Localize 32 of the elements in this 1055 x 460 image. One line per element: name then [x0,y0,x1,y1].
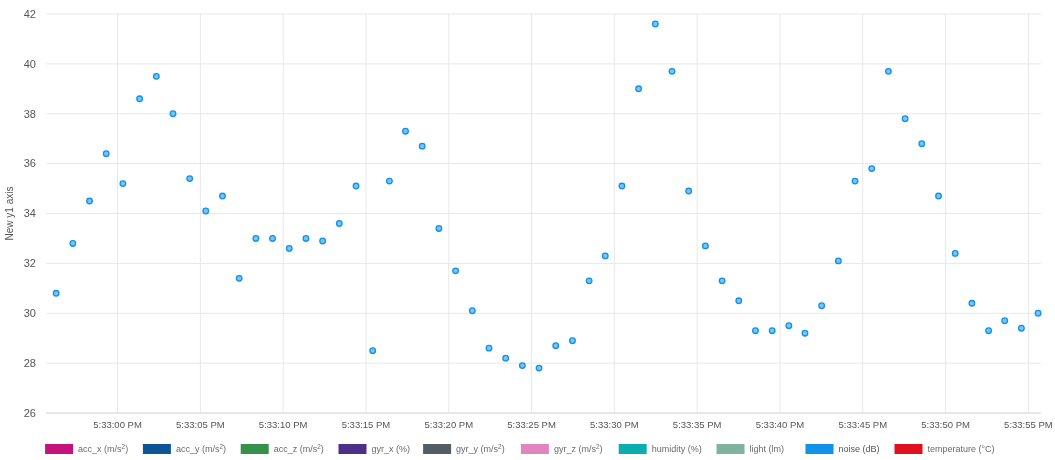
x-tick-label: 5:33:05 PM [176,419,225,430]
y-axis-title: New y1 axis [4,186,15,241]
legend-label: acc_x (m/s$^{2}$) [78,442,129,455]
legend-label: humidity (%) [651,444,702,455]
x-tick-label: 5:33:50 PM [921,419,970,430]
y-tick-label: 32 [23,257,36,270]
y-tick-label: 38 [23,107,36,120]
legend-label: gyr_y (m/s$^{2}$) [456,442,505,455]
legend-label: acc_z (m/s$^{2}$) [273,442,324,455]
x-tick-label: 5:33:45 PM [838,419,888,430]
y-tick-label: 28 [23,356,36,369]
legend-label: temperature (°C) [927,444,995,455]
legend-label: light (lm) [749,444,785,455]
legend-label: noise (dB) [838,444,880,455]
legend-label: acc_y (m/s$^{2}$) [175,442,226,455]
x-tick-label: 5:33:55 PM [1004,419,1053,430]
y-tick-label: 26 [23,406,36,419]
x-tick-label: 5:33:00 PM [93,419,142,430]
y-tick-label: 36 [23,157,36,170]
legend-label: gyr_x (%) [371,444,411,455]
x-tick-label: 5:33:30 PM [590,419,639,430]
x-tick-label: 5:33:25 PM [507,419,556,430]
y-tick-label: 42 [23,7,36,20]
x-tick-label: 5:33:40 PM [755,419,805,430]
y-tick-label: 34 [23,207,36,220]
x-tick-label: 5:33:35 PM [672,419,722,430]
y-tick-label: 30 [23,307,36,320]
y-tick-label: 40 [23,57,36,70]
x-tick-label: 5:33:15 PM [341,419,391,430]
x-tick-label: 5:33:20 PM [424,419,474,430]
legend-label: gyr_z (m/s$^{2}$) [553,442,603,455]
x-tick-label: 5:33:10 PM [258,419,308,430]
